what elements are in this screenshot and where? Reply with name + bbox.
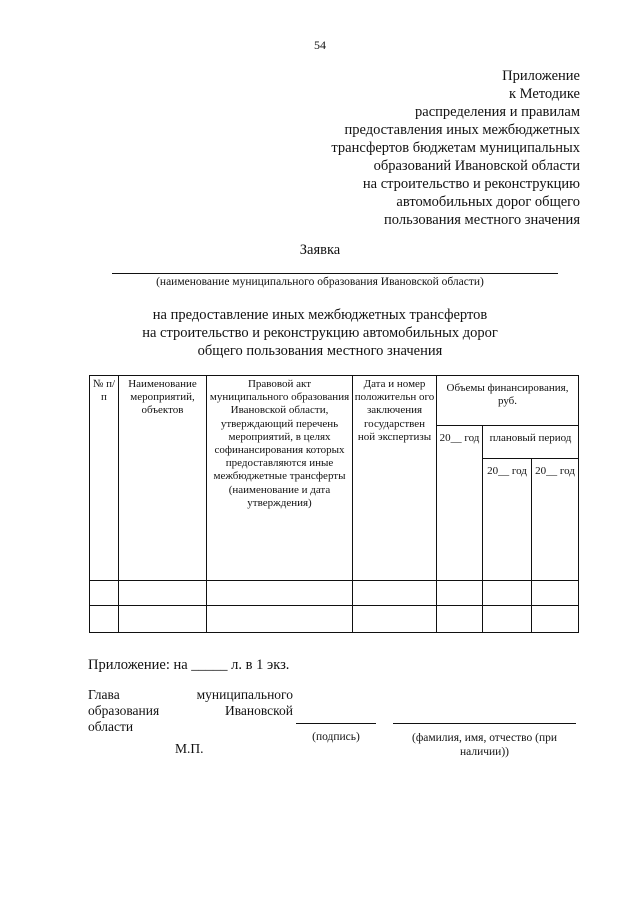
header-date: Дата и номер положительн ого заключения … xyxy=(352,375,437,581)
subject: на предоставление иных межбюджетных тран… xyxy=(0,306,640,360)
head-line: образования Ивановской xyxy=(88,703,293,718)
table-cell[interactable] xyxy=(531,580,579,606)
table-cell[interactable] xyxy=(89,580,119,606)
signature-line xyxy=(296,723,376,724)
head-line: области xyxy=(88,719,134,734)
head-line: Глава муниципального xyxy=(88,687,293,702)
mo-name-line xyxy=(112,273,558,274)
appendix-line: трансфертов бюджетам муниципальных xyxy=(331,140,580,156)
appendix-header: Приложение к Методике распределения и пр… xyxy=(331,67,580,229)
page-number: 54 xyxy=(314,38,326,52)
table-cell[interactable] xyxy=(118,580,207,606)
appendix-line: автомобильных дорог общего xyxy=(396,194,580,210)
table-cell[interactable] xyxy=(206,605,353,633)
appendix-line: Приложение xyxy=(502,68,580,84)
header-name: Наименование мероприятий, объектов xyxy=(118,375,207,581)
header-plan-year-1: 20__ год xyxy=(482,458,532,581)
table-cell[interactable] xyxy=(89,605,119,633)
signature-caption: (подпись) xyxy=(312,731,360,743)
table-cell[interactable] xyxy=(352,605,437,633)
table-cell[interactable] xyxy=(206,580,353,606)
head-title: Глава муниципального образования Ивановс… xyxy=(88,687,293,735)
header-num: № п/п xyxy=(89,375,119,581)
header-act: Правовой акт муниципального образования … xyxy=(206,375,353,581)
subject-line: на предоставление иных межбюджетных тран… xyxy=(152,307,488,323)
appendix-line: на строительство и реконструкцию xyxy=(362,176,580,192)
table-cell[interactable] xyxy=(482,605,532,633)
appendix-line: предоставления иных межбюджетных xyxy=(344,122,580,138)
table-cell[interactable] xyxy=(531,605,579,633)
appendix-line: пользования местного значения xyxy=(384,212,580,228)
header-plan-year-2: 20__ год xyxy=(531,458,579,581)
header-volume: Объемы финансирования, руб. xyxy=(436,375,579,426)
header-year: 20__ год xyxy=(436,425,483,581)
appendix-line: к Методике xyxy=(508,86,580,102)
application-table: № п/п Наименование мероприятий, объектов… xyxy=(89,375,579,633)
table-cell[interactable] xyxy=(482,580,532,606)
subject-line: на строительство и реконструкцию автомоб… xyxy=(142,325,498,341)
subject-line: общего пользования местного значения xyxy=(197,343,443,359)
header-plan: плановый период xyxy=(482,425,579,459)
attachment-note: Приложение: на _____ л. в 1 экз. xyxy=(88,657,290,673)
table-row xyxy=(89,605,579,633)
table-row xyxy=(89,580,579,606)
table-cell[interactable] xyxy=(436,580,483,606)
table-cell[interactable] xyxy=(436,605,483,633)
table-cell[interactable] xyxy=(352,580,437,606)
fio-caption: (фамилия, имя, отчество (при наличии)) xyxy=(411,732,557,758)
appendix-line: образований Ивановской области xyxy=(373,158,580,174)
table-cell[interactable] xyxy=(118,605,207,633)
document-title: Заявка xyxy=(299,242,341,258)
mo-caption: (наименование муниципального образования… xyxy=(156,276,484,288)
appendix-line: распределения и правилам xyxy=(415,104,580,120)
fio-line xyxy=(393,723,576,724)
stamp-place: М.П. xyxy=(175,741,204,756)
